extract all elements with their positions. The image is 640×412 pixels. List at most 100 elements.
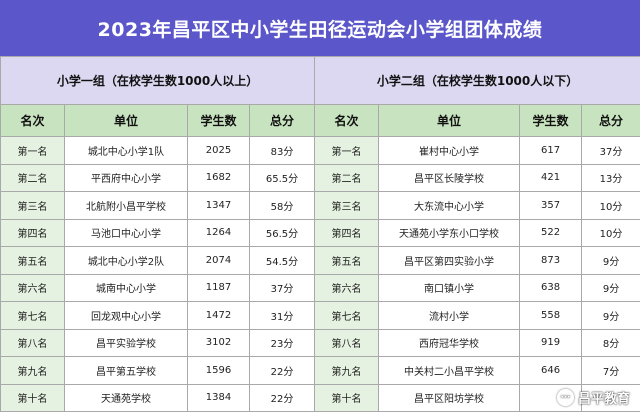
group-2-rank-cell: 第十名: [315, 384, 379, 412]
group-1-score-cell: 37分: [250, 274, 315, 302]
group-2-unit-cell: 南口镇小学: [379, 274, 520, 302]
group-1-unit-cell: 昌平第五学校: [65, 357, 188, 385]
group-2-rank-cell: 第一名: [315, 137, 379, 165]
group-1-unit-cell: 马池口中心小学: [65, 219, 188, 247]
group-2-students-cell: 558: [520, 302, 582, 330]
group-1-unit-cell: 城北中心小学2队: [65, 247, 188, 275]
group-2-score-cell: 9分: [582, 274, 640, 302]
group-2-rank-cell: 第七名: [315, 302, 379, 330]
group-1-title: 小学一组（在校学生数1000人以上）: [1, 57, 315, 105]
group-1-students-cell: 1264: [188, 219, 250, 247]
unit-header: 单位: [379, 105, 520, 137]
group-1-rank-cell: 第六名: [1, 274, 65, 302]
rank-header: 名次: [1, 105, 65, 137]
group-1-students-cell: 1187: [188, 274, 250, 302]
group-2-students-cell: 919: [520, 329, 582, 357]
group-2-students-cell: 638: [520, 274, 582, 302]
group-1-rank-cell: 第三名: [1, 192, 65, 220]
group-1-unit-cell: 北航附小昌平学校: [65, 192, 188, 220]
group-2-unit-cell: 崔村中心小学: [379, 137, 520, 165]
group-2-rank-cell: 第五名: [315, 247, 379, 275]
group-2-unit-cell: 昌平区第四实验小学: [379, 247, 520, 275]
group-1-students-cell: 1347: [188, 192, 250, 220]
score-header: 总分: [582, 105, 640, 137]
group-2-unit-cell: 昌平区长陵学校: [379, 164, 520, 192]
group-2-rank-cell: 第八名: [315, 329, 379, 357]
group-2-unit-cell: 流村小学: [379, 302, 520, 330]
group-1-students-cell: 2074: [188, 247, 250, 275]
group-1-students-cell: 1472: [188, 302, 250, 330]
group-1-score-cell: 56.5分: [250, 219, 315, 247]
group-1-students-cell: 2025: [188, 137, 250, 165]
group-2-rank-cell: 第二名: [315, 164, 379, 192]
group-1-rank-cell: 第七名: [1, 302, 65, 330]
group-1-rank-cell: 第八名: [1, 329, 65, 357]
group-1-score-cell: 22分: [250, 384, 315, 412]
group-2-title: 小学二组（在校学生数1000人以下）: [315, 57, 640, 105]
group-2-students-cell: 646: [520, 357, 582, 385]
group-1-rank-cell: 第十名: [1, 384, 65, 412]
group-1-rank-cell: 第二名: [1, 164, 65, 192]
group-2-unit-cell: 天通苑小学东小口学校: [379, 219, 520, 247]
group-2-score-cell: 8分: [582, 329, 640, 357]
group-2-score-cell: 9分: [582, 302, 640, 330]
group-1-score-cell: 65.5分: [250, 164, 315, 192]
group-header-row: 小学一组（在校学生数1000人以上） 小学二组（在校学生数1000人以下）: [1, 57, 640, 105]
group-2-students-cell: 522: [520, 219, 582, 247]
group-1-unit-cell: 回龙观中心小学: [65, 302, 188, 330]
students-header: 学生数: [520, 105, 582, 137]
group-1-rank-cell: 第九名: [1, 357, 65, 385]
group-2-score-cell: 9分: [582, 247, 640, 275]
group-1-score-cell: 22分: [250, 357, 315, 385]
group-2-rank-cell: 第三名: [315, 192, 379, 220]
group-1-score-cell: 58分: [250, 192, 315, 220]
group-1-score-cell: 31分: [250, 302, 315, 330]
group-1-rank-cell: 第四名: [1, 219, 65, 247]
group-2-unit-cell: 中关村二小昌平学校: [379, 357, 520, 385]
group-1-rank-cell: 第五名: [1, 247, 65, 275]
group-2-unit-cell: 西府冠华学校: [379, 329, 520, 357]
group-1-unit-cell: 平西府中心小学: [65, 164, 188, 192]
group-1-students-cell: 3102: [188, 329, 250, 357]
unit-header: 单位: [65, 105, 188, 137]
group-1-score-cell: 54.5分: [250, 247, 315, 275]
group-2-score-cell: 10分: [582, 192, 640, 220]
column-header-row: 名次 单位 学生数 总分 名次 单位 学生数 总分: [1, 105, 640, 137]
students-header: 学生数: [188, 105, 250, 137]
group-1-score-cell: 83分: [250, 137, 315, 165]
group-2-rank-cell: 第四名: [315, 219, 379, 247]
group-2-rank-cell: 第六名: [315, 274, 379, 302]
rank-header: 名次: [315, 105, 379, 137]
group-1-students-cell: 1384: [188, 384, 250, 412]
group-2-score-cell: 10分: [582, 219, 640, 247]
results-table: 小学一组（在校学生数1000人以上） 小学二组（在校学生数1000人以下） 名次…: [0, 56, 640, 412]
group-1-unit-cell: 城南中心小学: [65, 274, 188, 302]
group-1-score-cell: 23分: [250, 329, 315, 357]
group-1-unit-cell: 昌平实验学校: [65, 329, 188, 357]
group-1-unit-cell: 城北中心小学1队: [65, 137, 188, 165]
score-header: 总分: [250, 105, 315, 137]
group-2-students-cell: 421: [520, 164, 582, 192]
group-2-students-cell: 873: [520, 247, 582, 275]
group-2-unit-cell: 大东流中心小学: [379, 192, 520, 220]
group-2-score-cell: 37分: [582, 137, 640, 165]
group-1-rank-cell: 第一名: [1, 137, 65, 165]
group-2-unit-cell: 昌平区阳坊学校: [379, 384, 520, 412]
watermark-text: 昌平教育: [578, 388, 630, 407]
page-title: 2023年昌平区中小学生田径运动会小学组团体成绩: [0, 0, 640, 56]
group-2-rank-cell: 第九名: [315, 357, 379, 385]
chat-bubble-icon: ⋯: [557, 389, 574, 406]
group-2-students-cell: 617: [520, 137, 582, 165]
